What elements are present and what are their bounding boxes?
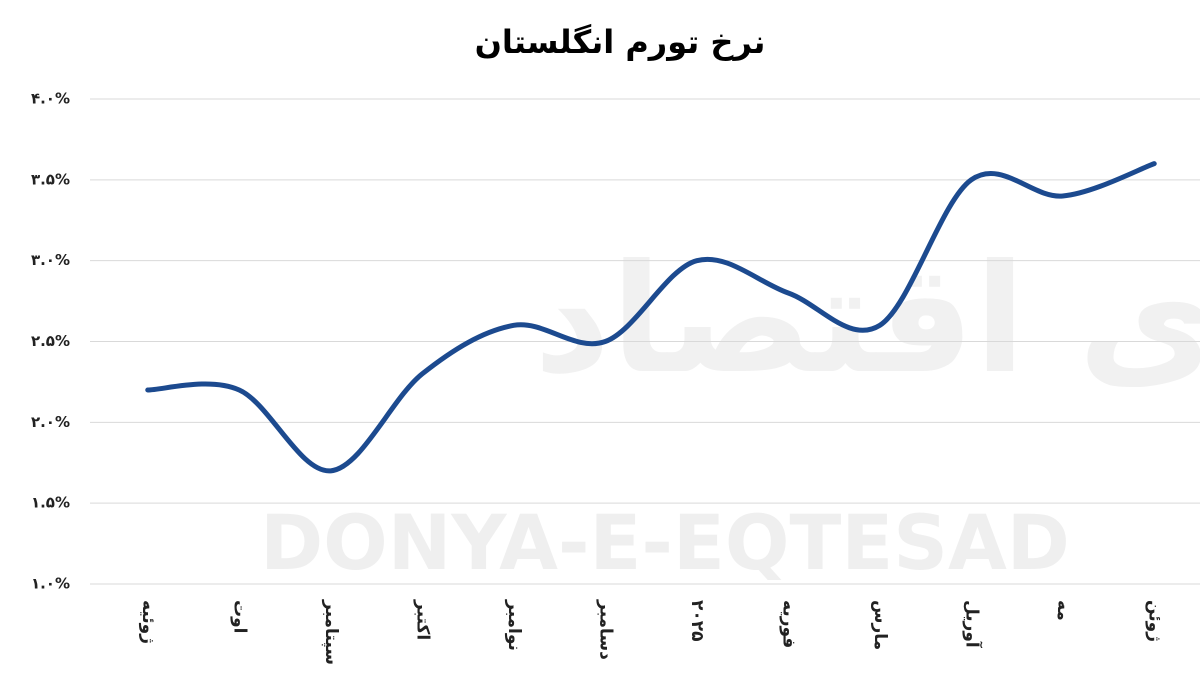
x-tick-label: ۲۰۲۵ bbox=[687, 600, 707, 642]
x-tick-label: اوت bbox=[229, 600, 249, 633]
x-tick-label: آوریل bbox=[961, 600, 983, 649]
y-tick-label: ۲.۵% bbox=[31, 332, 70, 350]
x-tick-label: مارس bbox=[870, 600, 890, 650]
y-tick-label: ۳.۵% bbox=[31, 170, 70, 188]
x-tick-label: فوریه bbox=[778, 600, 798, 648]
y-tick-label: ۲.۰% bbox=[31, 413, 70, 431]
x-tick-label: سپتامبر bbox=[321, 599, 341, 665]
data-line bbox=[145, 161, 1157, 474]
x-tick-label: مه bbox=[1053, 600, 1073, 621]
y-tick-label: ۳.۰% bbox=[31, 251, 70, 269]
x-tick-label: نوامبر bbox=[504, 599, 524, 651]
watermark-fa: دنیای اقتصاد bbox=[534, 233, 1200, 407]
x-tick-label: ژوئیه bbox=[138, 600, 158, 644]
x-tick-label: اکتبر bbox=[412, 599, 432, 640]
y-tick-label: ۱.۵% bbox=[31, 494, 70, 512]
y-tick-label: ۱.۰% bbox=[31, 575, 70, 593]
x-tick-label: دسامبر bbox=[595, 599, 615, 660]
x-tick-label: ژوئن bbox=[1144, 600, 1164, 642]
chart-title: نرخ تورم انگلستان bbox=[475, 23, 766, 61]
watermark: DONYA-E-EQTESAD bbox=[260, 498, 1070, 587]
y-tick-label: ۴.۰% bbox=[31, 90, 70, 108]
